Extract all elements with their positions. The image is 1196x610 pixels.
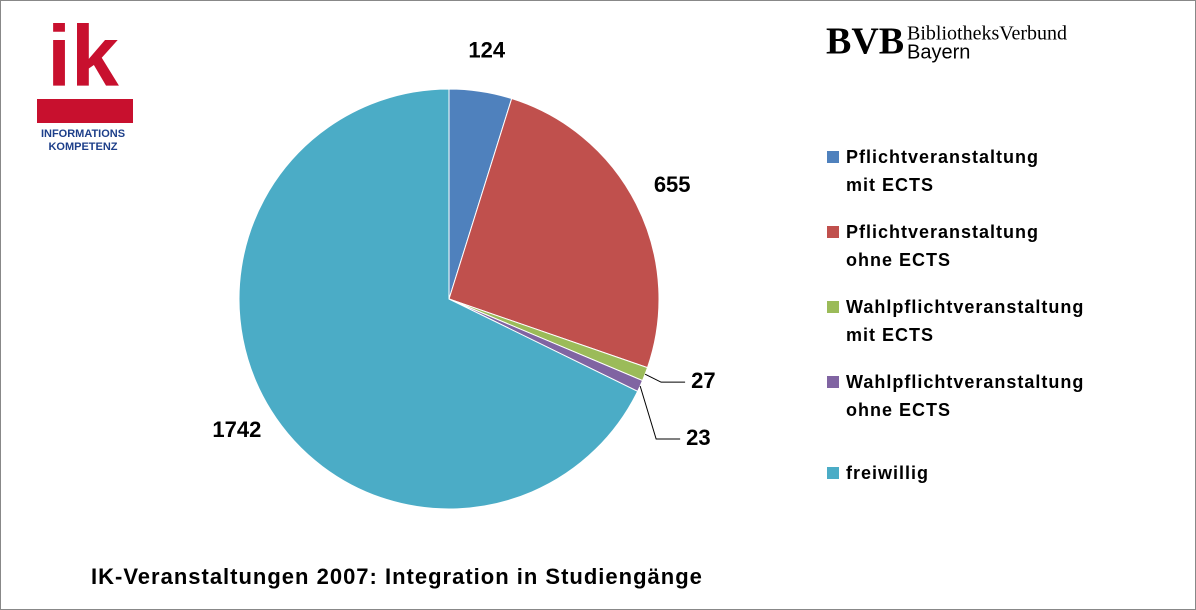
legend-swatch (827, 376, 839, 388)
pie-slice (238, 88, 639, 510)
legend-label: Pflichtveranstaltung mit ECTS (846, 147, 1040, 195)
legend-label: Wahlpflichtveranstaltung mit ECTS (846, 297, 1085, 345)
bvb-logo-text: Bayern (907, 41, 970, 63)
legend-label: Wahlpflichtveranstaltung ohne ECTS (846, 372, 1085, 420)
leader-line (639, 385, 681, 440)
data-label: 23 (686, 425, 710, 450)
ik-logo-bar (37, 99, 133, 123)
bvb-logo-text: BibliotheksVerbund (907, 23, 1067, 45)
chart-title: IK-Veranstaltungen 2007: Integration in … (91, 564, 703, 589)
legend-swatch (827, 301, 839, 313)
data-label: 124 (468, 38, 505, 63)
bvb-logo: BVB (826, 21, 904, 63)
data-label: 655 (654, 172, 691, 197)
legend-swatch (827, 467, 839, 479)
legend-label: freiwillig (846, 463, 930, 483)
leader-line (644, 373, 686, 383)
pie-slice (448, 97, 660, 369)
data-label: 1742 (212, 417, 261, 442)
ik-logo-text: INFORMATIONS (41, 128, 125, 140)
legend-swatch (827, 151, 839, 163)
legend-label: Pflichtveranstaltung ohne ECTS (846, 222, 1040, 270)
legend-swatch (827, 226, 839, 238)
ik-logo: ik (47, 9, 119, 105)
data-label: 27 (691, 368, 715, 393)
ik-logo-text: KOMPETENZ (48, 141, 117, 153)
